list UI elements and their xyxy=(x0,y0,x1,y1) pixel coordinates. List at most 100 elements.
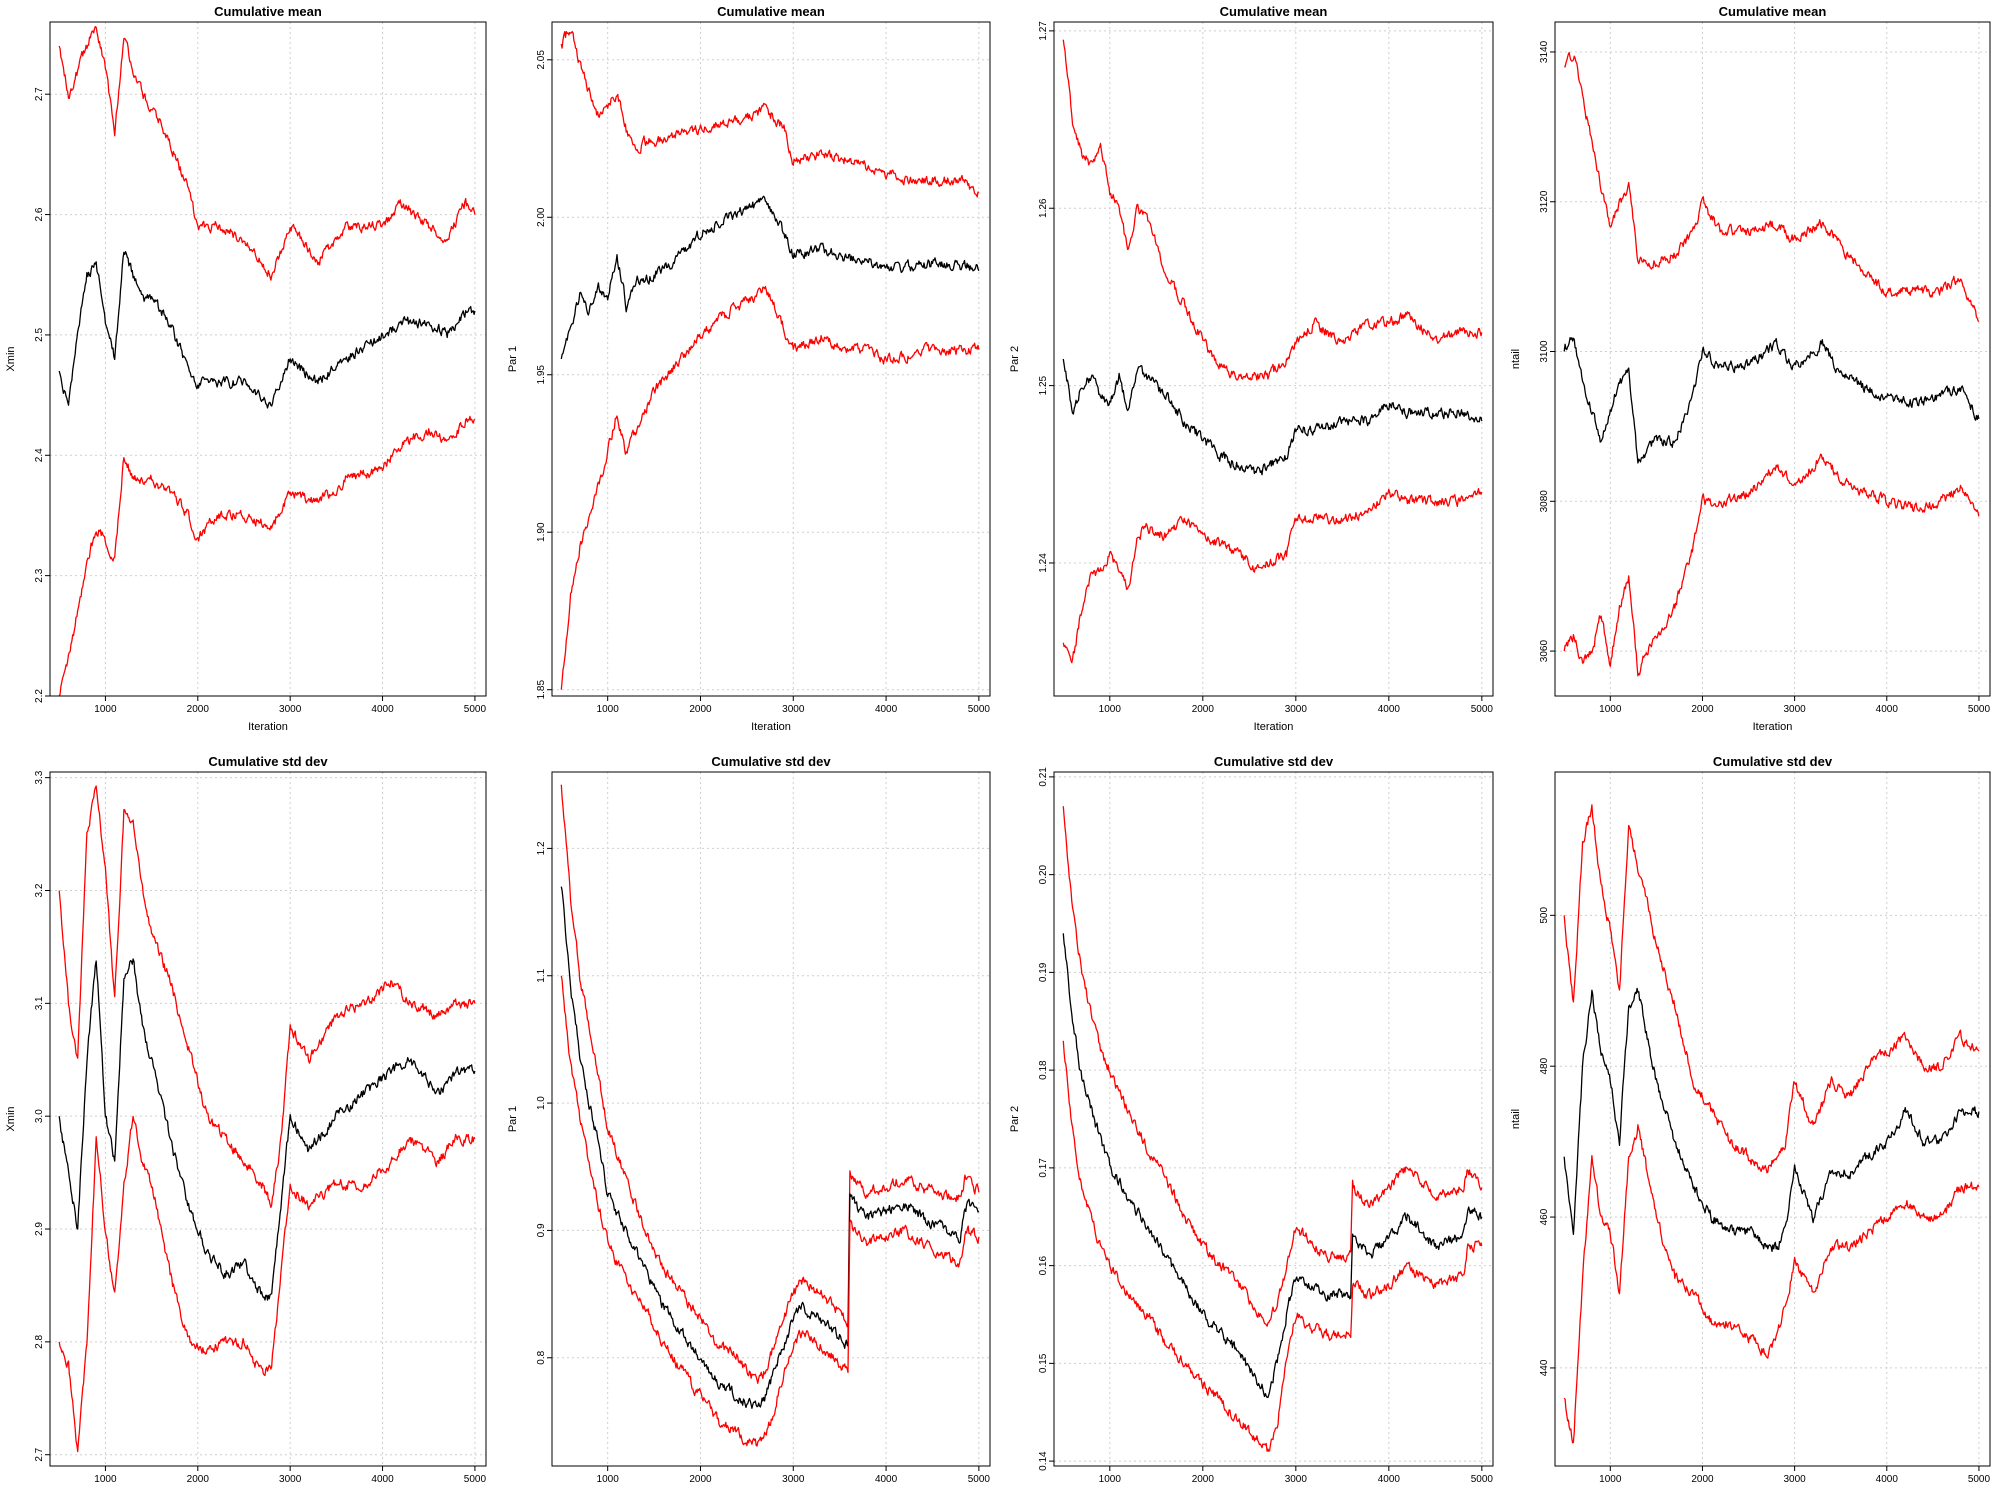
x-tick-label: 4000 xyxy=(1378,1474,1401,1485)
x-tick-label: 2000 xyxy=(1691,704,1714,715)
chart-panel-6: 1000 2000 3000 4000 5000 0.8 0.9 1.0 1.1 1.2 Cumul… xyxy=(507,754,991,1492)
y-tick-label: 2.6 xyxy=(34,207,45,221)
plot-frame xyxy=(1554,21,1991,697)
x-tick-label: 5000 xyxy=(1968,1474,1991,1485)
y-tick-label: 2.2 xyxy=(34,689,45,703)
x-tick-label: 4000 xyxy=(1378,704,1401,715)
series-line-mean xyxy=(58,958,476,1301)
y-tick-label: 480 xyxy=(1539,1057,1550,1074)
series-line-bound xyxy=(58,785,476,1209)
y-tick-label: 2.8 xyxy=(34,1334,45,1348)
y-tick-label: 3.2 xyxy=(34,883,45,897)
y-tick-label: 0.19 xyxy=(1038,962,1049,982)
y-tick-label: 2.00 xyxy=(536,207,547,227)
y-tick-label: 440 xyxy=(1539,1359,1550,1376)
series-line-bound xyxy=(1563,453,1980,677)
x-tick-label: 3000 xyxy=(782,704,805,715)
x-tick-label: 3000 xyxy=(279,704,302,715)
y-axis-title: Par 1 xyxy=(507,346,519,372)
y-tick-label: 3120 xyxy=(1539,190,1550,213)
x-tick-label: 1000 xyxy=(94,1474,117,1485)
x-tick-label: 3000 xyxy=(1783,1474,1806,1485)
series-line-bound xyxy=(58,1115,476,1453)
chart-title: Cumulative std dev xyxy=(1214,754,1334,769)
y-tick-label: 2.5 xyxy=(34,328,45,342)
chart-panel-8: 1000 2000 3000 4000 5000 440 460 480 500 Cumulati… xyxy=(1510,754,1991,1492)
y-axis-title: ntail xyxy=(1510,349,1522,369)
x-tick-label: 1000 xyxy=(1599,1474,1622,1485)
y-tick-label: 1.0 xyxy=(536,1096,547,1110)
x-tick-label: 5000 xyxy=(1968,704,1991,715)
x-tick-label: 1000 xyxy=(597,1474,620,1485)
series-line-bound xyxy=(560,784,980,1384)
chart-title: Cumulative mean xyxy=(214,4,322,19)
y-tick-label: 0.18 xyxy=(1038,1060,1049,1080)
series-line-bound xyxy=(1062,806,1483,1327)
y-tick-label: 2.4 xyxy=(34,448,45,462)
x-tick-label: 4000 xyxy=(371,1474,394,1485)
y-tick-label: 0.17 xyxy=(1038,1158,1049,1178)
x-tick-label: 4000 xyxy=(371,704,394,715)
x-tick-label: 3000 xyxy=(279,1474,302,1485)
y-tick-label: 3140 xyxy=(1539,40,1550,63)
y-tick-label: 1.90 xyxy=(536,522,547,542)
x-tick-label: 2000 xyxy=(187,1474,210,1485)
y-axis-title: Par 2 xyxy=(1009,346,1021,372)
plot-frame xyxy=(551,771,991,1467)
chart-panel-3: 1000 2000 3000 4000 5000 1.24 1.25 1.26 1.27 Cumu… xyxy=(1009,4,1494,733)
x-tick-label: 1000 xyxy=(597,704,620,715)
x-tick-label: 1000 xyxy=(1099,704,1122,715)
x-tick-label: 5000 xyxy=(464,704,487,715)
y-axis-title: ntail xyxy=(1510,1109,1522,1129)
x-tick-label: 4000 xyxy=(1876,704,1899,715)
x-tick-label: 5000 xyxy=(1471,704,1494,715)
x-tick-label: 4000 xyxy=(875,704,898,715)
series-line-mean xyxy=(1062,358,1483,476)
series-line-bound xyxy=(1062,487,1483,664)
y-axis-title: Xmin xyxy=(5,1106,17,1131)
chart-title: Cumulative mean xyxy=(1220,4,1328,19)
x-axis-title: Iteration xyxy=(1254,721,1294,733)
series-line-bound xyxy=(560,285,980,690)
chart-title: Cumulative std dev xyxy=(711,754,831,769)
series-line-bound xyxy=(58,415,476,697)
y-tick-label: 2.7 xyxy=(34,87,45,101)
x-tick-label: 2000 xyxy=(689,704,712,715)
series-line-bound xyxy=(1062,1040,1483,1452)
x-tick-label: 4000 xyxy=(1876,1474,1899,1485)
series-line-bound xyxy=(1563,1124,1980,1444)
x-tick-label: 1000 xyxy=(1599,704,1622,715)
y-axis-title: Par 1 xyxy=(507,1106,519,1132)
y-tick-label: 3060 xyxy=(1539,640,1550,663)
chart-panel-4: 1000 2000 3000 4000 5000 3060 3080 3100 3120 3140… xyxy=(1510,4,1991,733)
series-line-mean xyxy=(560,195,980,360)
y-tick-label: 1.27 xyxy=(1038,21,1049,41)
y-tick-label: 2.9 xyxy=(34,1222,45,1236)
y-tick-label: 1.26 xyxy=(1038,198,1049,218)
y-tick-label: 460 xyxy=(1539,1208,1550,1225)
series-line-mean xyxy=(1062,933,1483,1399)
x-tick-label: 2000 xyxy=(1192,1474,1215,1485)
y-tick-label: 0.21 xyxy=(1038,767,1049,787)
y-tick-label: 500 xyxy=(1539,907,1550,924)
series-line-mean xyxy=(58,251,476,409)
y-tick-label: 2.05 xyxy=(536,50,547,70)
y-tick-label: 3.1 xyxy=(34,996,45,1010)
y-tick-label: 1.24 xyxy=(1038,553,1049,573)
x-axis-title: Iteration xyxy=(1753,721,1793,733)
x-tick-label: 2000 xyxy=(1691,1474,1714,1485)
x-tick-label: 2000 xyxy=(1192,704,1215,715)
chart-title: Cumulative std dev xyxy=(208,754,328,769)
y-tick-label: 0.20 xyxy=(1038,864,1049,884)
x-axis-title: Iteration xyxy=(751,721,791,733)
x-tick-label: 5000 xyxy=(968,704,991,715)
y-tick-label: 1.2 xyxy=(536,841,547,855)
series-line-mean xyxy=(1563,336,1980,464)
y-tick-label: 2.3 xyxy=(34,568,45,582)
x-tick-label: 3000 xyxy=(1285,1474,1308,1485)
chart-title: Cumulative mean xyxy=(1719,4,1827,19)
series-line-bound xyxy=(560,30,979,198)
y-tick-label: 0.16 xyxy=(1038,1255,1049,1275)
x-tick-label: 2000 xyxy=(689,1474,712,1485)
plot-frame xyxy=(49,771,487,1467)
